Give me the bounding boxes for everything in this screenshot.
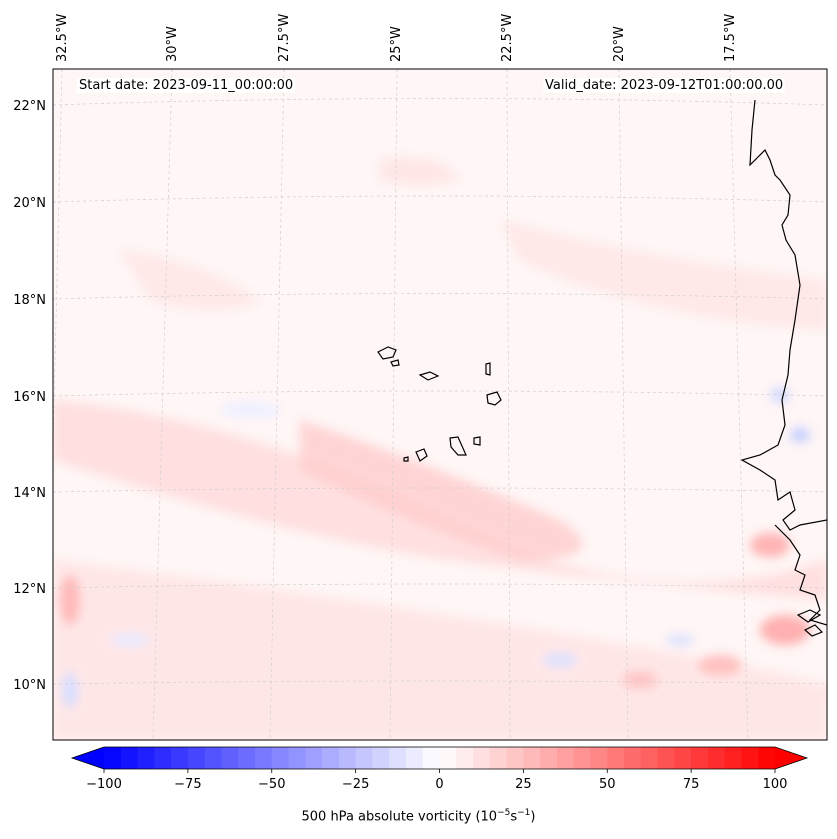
colorbar-segment [473,747,491,769]
colorbar-label-mid: s [510,809,518,825]
colorbar-segment [137,747,155,769]
colorbar-segment [691,747,709,769]
colorbar-segment [238,747,256,769]
coastlines [740,99,827,637]
colorbar-label-text: 500 hPa absolute vorticity [301,809,472,825]
lat-label: 20°N [13,196,46,211]
colorbar-segment [389,747,407,769]
colorbar-segment [741,747,759,769]
lon-label: 20°W [612,26,627,62]
colorbar-segment [456,747,474,769]
colorbar-segment [640,747,659,769]
lon-label: 17.5°W [723,14,738,62]
island-fogo [415,448,428,462]
colorbar-label: 500 hPa absolute vorticity (10−5s−1) [0,808,837,824]
island-maio [473,436,481,446]
colorbar-segment [540,747,558,769]
colorbar-tick-label: −75 [174,777,201,792]
gridlines [53,69,827,740]
colorbar-tick-label: 50 [599,777,616,792]
island-sal [485,362,491,376]
longitude-labels: 32.5°W 30°W 27.5°W 25°W 22.5°W 20°W 17.5… [55,14,738,62]
colorbar-tick-label: −25 [342,777,369,792]
colorbar-segments [104,747,776,769]
lat-label: 18°N [13,293,46,308]
colorbar-tick-label: −50 [258,777,285,792]
island-sao-vicente [390,359,400,367]
colorbar-segment [758,747,776,769]
map-frame [52,68,828,741]
colorbar-segment [674,747,692,769]
colorbar-label-close: ) [530,809,536,825]
cape-verde-islands [377,346,502,462]
island-brava [403,456,409,462]
colorbar-segment [254,747,273,769]
colorbar-segment [204,747,223,769]
colorbar-tick-label: 0 [435,777,443,792]
colorbar-extend-low-arrow [72,747,104,769]
colorbar-segment [104,747,122,769]
colorbar-segment [590,747,608,769]
colorbar-segment [439,747,457,769]
colorbar-segment [322,747,340,769]
island-boa-vista [486,391,502,406]
start-date-label: Start date: 2023-09-11_00:00:00 [77,78,296,93]
colorbar-segment [556,747,575,769]
lon-label: 32.5°W [55,14,70,62]
lat-label: 12°N [13,582,46,597]
colorbar-segment [271,747,290,769]
lat-label: 10°N [13,678,46,693]
lon-label: 27.5°W [277,14,292,62]
africa-coastline [740,99,827,531]
lat-label: 14°N [13,486,46,501]
colorbar-extend-high-arrow [775,747,807,769]
colorbar-segment [288,747,306,769]
colorbar-segment [607,747,625,769]
colorbar-tick-label: 100 [763,777,788,792]
colorbar-segment [489,747,508,769]
colorbar-segment [624,747,642,769]
colorbar-segment [573,747,592,769]
colorbar-segment [523,747,541,769]
valid-date-label: Valid_date: 2023-09-12T01:00:00.00 [543,78,786,93]
colorbar-segment [171,747,189,769]
colorbar-tick-label: 75 [683,777,700,792]
colorbar-segment [506,747,524,769]
vorticity-field [53,157,827,740]
colorbar-tick-label: 25 [515,777,532,792]
lat-label: 22°N [13,99,46,114]
colorbar-segment [355,747,373,769]
colorbar-segment [187,747,206,769]
colorbar-segment [657,747,675,769]
lon-label: 25°W [389,26,404,62]
colorbar-segment [305,747,323,769]
colorbar-segment [707,747,726,769]
colorbar-label-exp2: −1 [517,808,531,818]
colorbar-segment [154,747,172,769]
island-santiago [449,436,467,456]
colorbar-label-exp1: −5 [497,808,511,818]
colorbar-tick-label: −100 [86,777,122,792]
colorbar-segment [405,747,424,769]
colorbar-label-units: (10 [475,809,498,825]
colorbar: −100 −75 −50 −25 0 25 50 75 100 [70,746,809,792]
colorbar-segment [120,747,139,769]
lon-label: 22.5°W [500,14,515,62]
colorbar-segment [221,747,239,769]
island-santo-antao [377,346,397,360]
colorbar-ticks: −100 −75 −50 −25 0 25 50 75 100 [86,769,787,792]
colorbar-segment [338,747,357,769]
island-sao-nicolau [418,371,440,381]
colorbar-segment [724,747,743,769]
colorbar-segment [372,747,390,769]
lon-label: 30°W [165,26,180,62]
lat-label: 16°N [13,390,46,405]
colorbar-segment [422,747,441,769]
latitude-labels: 22°N 20°N 18°N 16°N 14°N 12°N 10°N [13,99,46,693]
